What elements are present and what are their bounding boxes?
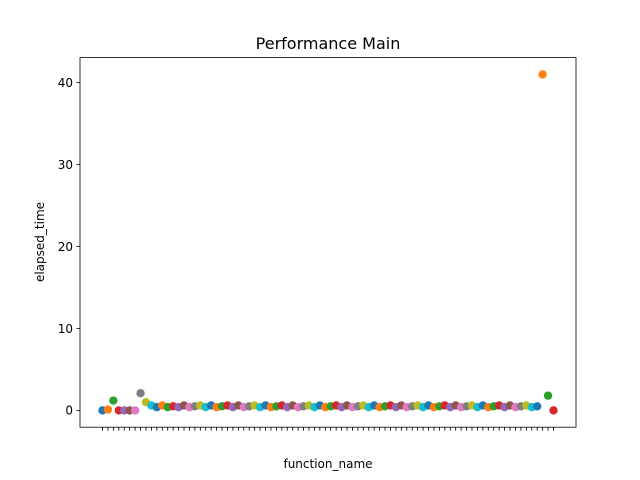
data-point xyxy=(136,388,145,398)
y-tick-label: 20 xyxy=(58,240,73,254)
plot-frame xyxy=(79,57,577,428)
data-points xyxy=(98,70,558,415)
data-point xyxy=(549,406,558,415)
y-axis-ticks: 0 10 20 30 40 xyxy=(58,76,80,418)
data-point xyxy=(130,406,140,415)
data-point xyxy=(533,402,542,411)
data-point xyxy=(538,70,547,79)
x-axis-label: function_name xyxy=(283,457,372,471)
y-axis-label: elapsed_time xyxy=(33,202,47,282)
data-point xyxy=(543,391,553,400)
chart-title: Performance Main xyxy=(256,34,401,53)
y-tick-label: 30 xyxy=(58,158,73,172)
y-tick-label: 0 xyxy=(65,404,73,418)
data-point xyxy=(109,396,118,405)
data-point xyxy=(103,405,113,414)
x-axis-ticks xyxy=(102,427,554,431)
y-tick-label: 10 xyxy=(58,322,73,336)
y-tick-label: 40 xyxy=(58,76,73,90)
